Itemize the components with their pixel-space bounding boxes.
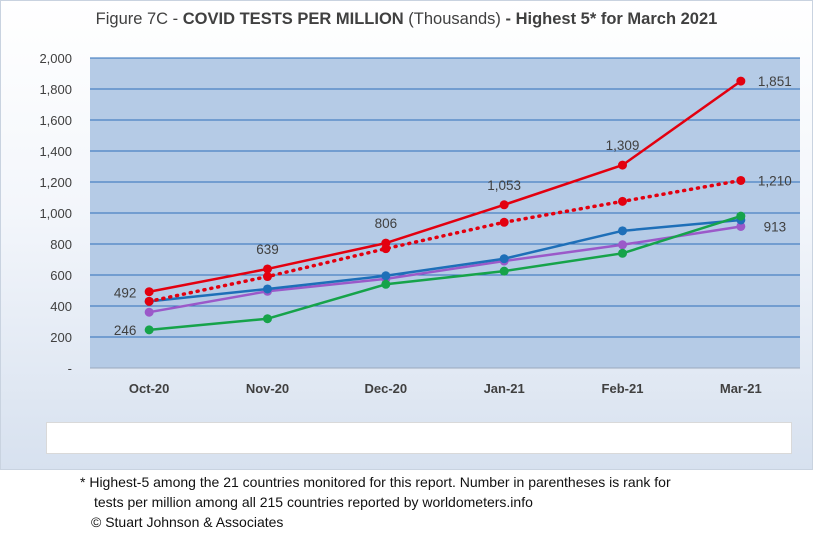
x-tick-label: Dec-20 — [365, 381, 408, 396]
y-tick-label: 200 — [50, 330, 72, 345]
data-point — [144, 307, 154, 317]
series-line — [147, 178, 743, 304]
data-point — [263, 314, 272, 324]
data-point — [618, 240, 627, 250]
footnote: * Highest-5 among the 21 countries monit… — [80, 472, 671, 532]
data-point — [736, 221, 746, 231]
data-point — [618, 226, 627, 236]
series-line — [149, 218, 741, 303]
data-point — [499, 266, 509, 276]
data-point — [381, 279, 391, 289]
data-point — [263, 264, 272, 274]
data-point — [618, 248, 627, 258]
data-label: 806 — [375, 216, 398, 231]
chart-title: Figure 7C - COVID TESTS PER MILLION (Tho… — [0, 10, 813, 29]
y-tick-label: 600 — [50, 268, 72, 283]
y-tick-label: 1,200 — [39, 175, 72, 190]
data-point — [736, 175, 746, 185]
data-label: 1,053 — [487, 178, 521, 193]
data-point — [144, 325, 154, 335]
title-suffix: - Highest 5* for March 2021 — [505, 10, 718, 28]
y-tick-label: 1,400 — [39, 144, 72, 159]
data-point — [499, 200, 509, 210]
y-tick-label: 400 — [50, 299, 72, 314]
y-tick-label: 1,000 — [39, 206, 72, 221]
y-tick-label: 2,000 — [39, 51, 72, 66]
title-main: COVID TESTS PER MILLION — [182, 10, 404, 28]
data-point — [618, 196, 627, 206]
footnote-line-1: * Highest-5 among the 21 countries monit… — [80, 474, 671, 490]
data-point — [144, 296, 154, 306]
y-tick-label: - — [68, 361, 72, 376]
data-label: 913 — [764, 219, 787, 234]
data-point — [263, 284, 272, 294]
x-tick-label: Jan-21 — [484, 381, 525, 396]
series-line — [148, 225, 742, 314]
data-label: 492 — [114, 286, 137, 301]
y-tick-label: 1,600 — [39, 113, 72, 128]
title-units: (Thousands) — [403, 10, 506, 28]
y-tick-label: 1,800 — [39, 82, 72, 97]
title-prefix: Figure 7C - — [95, 10, 183, 28]
data-label: 639 — [256, 242, 279, 257]
x-tick-label: Mar-21 — [720, 381, 762, 396]
footnote-line-3: © Stuart Johnson & Associates — [91, 514, 284, 530]
data-label: 246 — [114, 323, 137, 338]
data-label: 1,309 — [606, 138, 640, 153]
data-point — [499, 254, 509, 264]
data-point — [381, 238, 391, 248]
data-point — [618, 160, 627, 170]
data-point — [736, 211, 746, 221]
data-point — [381, 271, 391, 281]
x-tick-label: Nov-20 — [246, 381, 289, 396]
data-point — [263, 272, 272, 282]
data-point — [144, 287, 154, 297]
legend-box — [46, 422, 792, 454]
line-chart: - 200 400 600 800 1,000 1,200 1,400 1,600 1,800 2,… — [39, 51, 800, 445]
data-point — [736, 76, 746, 86]
x-tick-label: Oct-20 — [129, 381, 169, 396]
footnote-line-2: tests per million among all 215 countrie… — [94, 494, 533, 510]
x-tick-label: Feb-21 — [602, 381, 644, 396]
series-line — [149, 214, 742, 332]
data-label: 1,210 — [758, 173, 792, 188]
data-point — [499, 217, 509, 227]
y-tick-label: 800 — [50, 237, 72, 252]
series-line — [148, 80, 742, 293]
data-label: 1,851 — [758, 74, 792, 89]
